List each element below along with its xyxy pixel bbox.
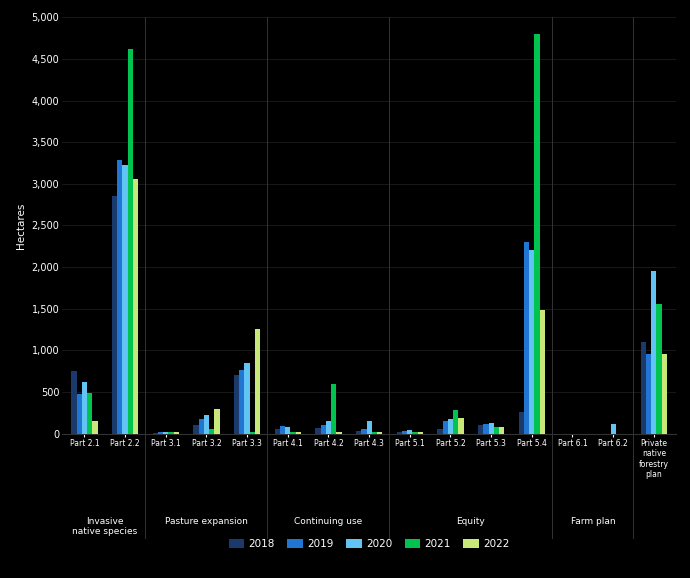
Bar [494,427,499,434]
Bar [244,363,250,434]
Bar [651,271,656,434]
Bar [255,329,260,434]
Bar [199,419,204,434]
Bar [417,432,423,434]
Bar [209,429,215,434]
Bar [524,242,529,434]
Bar [437,428,442,434]
Bar [92,421,98,434]
Bar [82,382,87,434]
Bar [174,432,179,434]
Bar [87,392,92,434]
Bar [204,415,209,434]
Bar [499,427,504,434]
Bar [662,354,667,434]
Bar [321,425,326,434]
Bar [372,432,377,434]
Bar [71,371,77,434]
Bar [133,179,139,434]
Bar [77,394,82,434]
Text: Farm plan: Farm plan [571,517,615,526]
Bar [239,370,244,434]
Bar [296,432,301,434]
Bar [529,250,535,434]
Bar [158,432,163,434]
Bar [280,426,285,434]
Bar [362,428,366,434]
Bar [285,427,290,434]
Bar [168,432,174,434]
Bar [448,418,453,434]
Bar [540,310,545,434]
Bar [275,429,280,434]
Bar [337,432,342,434]
Bar [656,303,662,434]
Bar [483,424,489,434]
Bar [397,432,402,434]
Bar [112,197,117,434]
Bar [315,428,321,434]
Bar [478,425,483,434]
Bar [640,342,646,434]
Bar [152,433,158,434]
Bar [519,412,524,434]
Bar [611,424,615,434]
Bar [535,34,540,434]
Bar [326,421,331,434]
Bar [489,423,494,434]
Bar [407,430,413,434]
Bar [234,375,239,434]
Bar [453,410,458,434]
Text: Invasive
native species: Invasive native species [72,517,137,536]
Text: Equity: Equity [457,517,485,526]
Legend: 2018, 2019, 2020, 2021, 2022: 2018, 2019, 2020, 2021, 2022 [225,535,513,553]
Bar [458,418,464,434]
Bar [646,354,651,434]
Y-axis label: Hectares: Hectares [16,202,26,249]
Bar [215,409,219,434]
Bar [377,432,382,434]
Bar [193,425,199,434]
Text: Pasture expansion: Pasture expansion [165,517,248,526]
Text: Continuing use: Continuing use [295,517,363,526]
Bar [290,432,296,434]
Bar [402,431,407,434]
Bar [413,432,417,434]
Bar [331,384,337,434]
Bar [117,161,123,434]
Bar [250,432,255,434]
Bar [123,165,128,434]
Bar [366,421,372,434]
Bar [128,49,133,434]
Bar [163,432,168,434]
Bar [356,431,362,434]
Bar [442,421,448,434]
